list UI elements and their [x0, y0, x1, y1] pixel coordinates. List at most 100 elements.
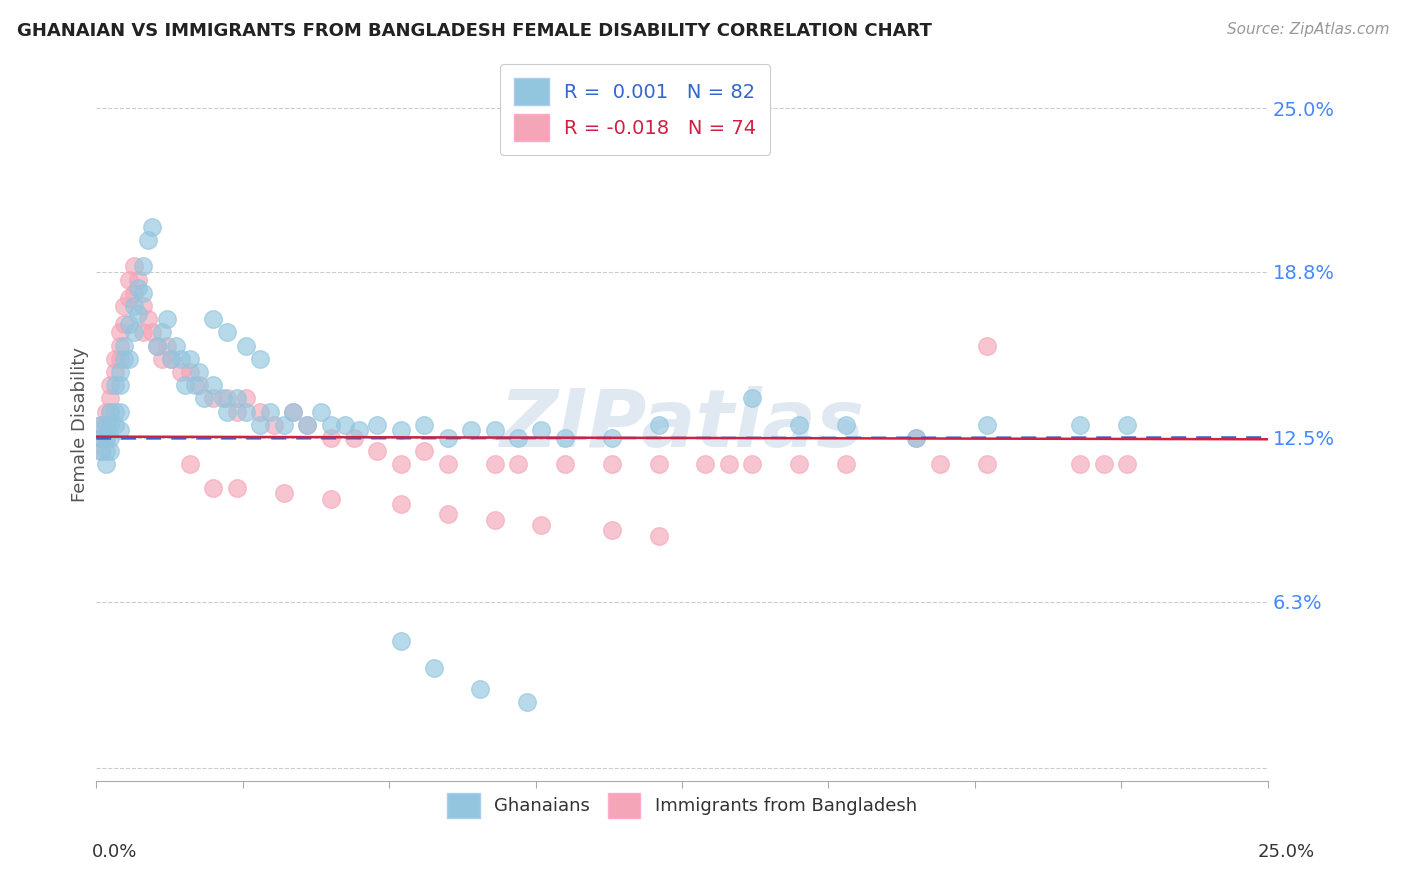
- Point: [150, 326, 173, 340]
- Point: [1092, 458, 1115, 472]
- Point: [108, 351, 131, 366]
- Point: [530, 423, 553, 437]
- Point: [647, 458, 669, 472]
- Point: [217, 326, 239, 340]
- Point: [389, 497, 412, 511]
- Point: [741, 392, 763, 406]
- Point: [309, 404, 332, 418]
- Point: [90, 444, 112, 458]
- Point: [112, 351, 135, 366]
- Point: [108, 365, 131, 379]
- Point: [122, 260, 145, 274]
- Point: [150, 351, 173, 366]
- Point: [179, 351, 201, 366]
- Point: [112, 318, 135, 332]
- Point: [516, 695, 538, 709]
- Point: [118, 272, 141, 286]
- Point: [90, 417, 112, 432]
- Point: [108, 404, 131, 418]
- Point: [160, 351, 183, 366]
- Point: [217, 392, 239, 406]
- Text: Source: ZipAtlas.com: Source: ZipAtlas.com: [1226, 22, 1389, 37]
- Point: [174, 378, 197, 392]
- Point: [90, 431, 112, 445]
- Point: [94, 458, 117, 472]
- Point: [484, 458, 506, 472]
- Point: [436, 431, 458, 445]
- Point: [108, 338, 131, 352]
- Point: [422, 660, 444, 674]
- Point: [122, 326, 145, 340]
- Point: [118, 291, 141, 305]
- Point: [104, 365, 127, 379]
- Point: [98, 417, 121, 432]
- Point: [104, 351, 127, 366]
- Point: [333, 417, 356, 432]
- Point: [98, 378, 121, 392]
- Point: [413, 417, 436, 432]
- Point: [132, 299, 155, 313]
- Point: [169, 351, 191, 366]
- Point: [94, 444, 117, 458]
- Point: [366, 417, 388, 432]
- Point: [281, 404, 304, 418]
- Point: [183, 378, 205, 392]
- Point: [554, 458, 576, 472]
- Point: [225, 392, 247, 406]
- Point: [717, 458, 740, 472]
- Point: [132, 285, 155, 300]
- Point: [741, 458, 763, 472]
- Point: [347, 423, 370, 437]
- Point: [600, 431, 623, 445]
- Point: [647, 528, 669, 542]
- Point: [104, 404, 127, 418]
- Point: [1116, 458, 1139, 472]
- Point: [118, 318, 141, 332]
- Point: [179, 458, 201, 472]
- Point: [155, 312, 177, 326]
- Point: [225, 481, 247, 495]
- Text: 25.0%: 25.0%: [1257, 843, 1315, 861]
- Point: [295, 417, 318, 432]
- Point: [127, 272, 149, 286]
- Point: [98, 404, 121, 418]
- Point: [122, 285, 145, 300]
- Point: [343, 431, 366, 445]
- Point: [835, 417, 858, 432]
- Point: [108, 378, 131, 392]
- Point: [108, 423, 131, 437]
- Point: [90, 417, 112, 432]
- Point: [389, 634, 412, 648]
- Point: [193, 392, 215, 406]
- Point: [155, 338, 177, 352]
- Point: [506, 431, 529, 445]
- Point: [94, 417, 117, 432]
- Point: [905, 431, 928, 445]
- Point: [98, 404, 121, 418]
- Point: [188, 365, 211, 379]
- Point: [127, 307, 149, 321]
- Point: [98, 444, 121, 458]
- Point: [160, 351, 183, 366]
- Point: [112, 299, 135, 313]
- Point: [1069, 417, 1091, 432]
- Point: [211, 392, 233, 406]
- Point: [436, 508, 458, 522]
- Point: [165, 338, 187, 352]
- Point: [787, 458, 810, 472]
- Point: [104, 417, 127, 432]
- Point: [695, 458, 717, 472]
- Point: [94, 404, 117, 418]
- Point: [281, 404, 304, 418]
- Point: [98, 431, 121, 445]
- Point: [127, 280, 149, 294]
- Point: [554, 431, 576, 445]
- Point: [179, 365, 201, 379]
- Point: [928, 458, 950, 472]
- Point: [169, 365, 191, 379]
- Point: [600, 524, 623, 538]
- Point: [273, 417, 295, 432]
- Point: [217, 404, 239, 418]
- Point: [319, 431, 342, 445]
- Point: [202, 392, 225, 406]
